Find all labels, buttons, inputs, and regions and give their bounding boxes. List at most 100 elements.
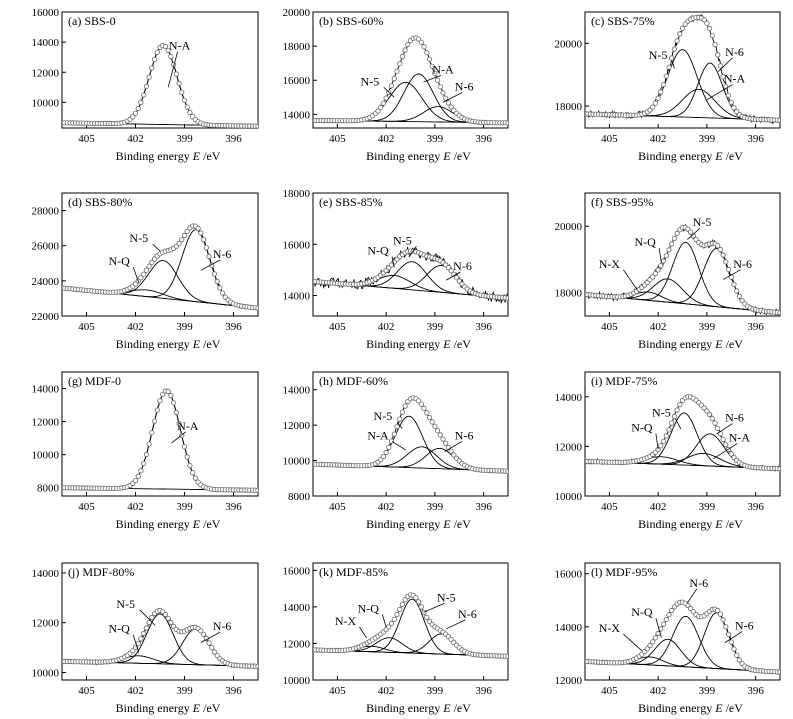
component-peak-n-a xyxy=(62,390,258,491)
x-tick-label: 405 xyxy=(601,501,618,513)
fit-envelope-point xyxy=(674,407,680,413)
fit-envelope-point xyxy=(451,452,457,458)
peak-label: N-Q xyxy=(109,622,131,636)
peak-label: N-A xyxy=(432,62,454,76)
x-tick-label: 402 xyxy=(127,685,144,697)
peak-label: N-5 xyxy=(361,74,380,88)
fit-envelope-point xyxy=(391,431,397,437)
fit-envelope-point xyxy=(176,80,182,87)
peak-label: N-6 xyxy=(733,257,752,271)
leader-line xyxy=(623,269,638,290)
fit-envelope-point xyxy=(728,99,734,105)
peak-label: N-5 xyxy=(116,597,135,611)
fit-envelope-point xyxy=(132,477,139,484)
y-tick-label: 20000 xyxy=(555,38,583,50)
fit-envelope-point xyxy=(146,263,152,269)
fit-envelope-point xyxy=(413,595,419,601)
component-peak-n-6 xyxy=(62,229,258,309)
peak-label: N-6 xyxy=(735,618,754,632)
leader-line xyxy=(408,246,417,258)
fit-envelope-point xyxy=(715,52,721,58)
fit-envelope-point xyxy=(720,617,726,623)
y-tick-label: 10000 xyxy=(32,97,60,109)
fit-envelope-point xyxy=(421,405,427,411)
fit-envelope-point xyxy=(184,104,190,110)
fit-envelope-point xyxy=(715,243,721,249)
raw-spectrum-line xyxy=(585,14,780,124)
fit-envelope-point xyxy=(731,281,737,287)
peak-label: N-6 xyxy=(689,576,708,590)
leader-line xyxy=(423,75,442,83)
fit-envelope-point xyxy=(453,275,460,281)
x-tick-label: 399 xyxy=(427,501,444,513)
plot-frame xyxy=(584,562,781,681)
y-tick-label: 14000 xyxy=(555,622,583,634)
x-tick-label: 405 xyxy=(78,133,95,145)
raw-spectrum-line xyxy=(62,44,258,128)
plot-area xyxy=(313,246,508,304)
fit-envelope-point xyxy=(666,427,672,433)
fit-envelope-point xyxy=(777,310,780,316)
x-axis-label: Binding energy E /eV xyxy=(116,701,221,715)
plot-frame xyxy=(61,562,259,681)
raw-spectrum-line xyxy=(62,223,258,311)
fit-envelope-point xyxy=(168,392,174,399)
fit-envelope-point xyxy=(143,267,149,273)
fit-envelope-point xyxy=(162,611,168,618)
fit-envelope-point xyxy=(415,398,422,404)
fit-envelope-point xyxy=(660,258,667,264)
leader-line xyxy=(671,60,675,69)
fit-envelope-point xyxy=(255,663,258,669)
x-tick-label: 405 xyxy=(329,501,346,513)
fit-envelope-point xyxy=(704,20,710,26)
plot-frame xyxy=(312,192,509,317)
x-tick-label: 396 xyxy=(747,501,764,513)
fit-envelope-point xyxy=(655,267,661,273)
y-tick-label: 18000 xyxy=(283,188,311,200)
leader-line xyxy=(442,92,463,103)
fit-envelope-point xyxy=(402,403,408,409)
fit-envelope-point xyxy=(728,639,734,645)
leader-line xyxy=(391,440,406,451)
fit-envelope-point xyxy=(198,230,204,236)
plot-frame xyxy=(61,11,259,129)
fit-envelope-point xyxy=(418,401,424,407)
y-tick-label: 14000 xyxy=(32,384,60,396)
leader-line xyxy=(171,431,187,444)
fit-envelope-point xyxy=(650,639,656,645)
leader-line xyxy=(383,87,395,98)
y-tick-label: 18000 xyxy=(283,41,311,53)
fit-envelope-point xyxy=(135,105,141,112)
x-tick-label: 396 xyxy=(225,321,242,333)
leader-line xyxy=(423,603,445,613)
fit-envelope-point xyxy=(658,263,664,269)
leader-line xyxy=(167,51,178,88)
fit-envelope-point xyxy=(669,241,675,247)
fit-envelope-point xyxy=(421,44,427,50)
fit-envelope-point xyxy=(206,640,212,646)
y-tick-label: 26000 xyxy=(32,241,60,253)
fit-envelope-point xyxy=(709,415,715,422)
fit-envelope-point xyxy=(704,408,710,414)
leader-line xyxy=(655,433,659,449)
x-tick-label: 402 xyxy=(650,501,667,513)
fit-envelope-point xyxy=(173,71,179,77)
plot-area xyxy=(313,35,508,126)
x-tick-label: 402 xyxy=(378,133,395,145)
fit-envelope-point xyxy=(130,647,136,654)
fit-envelope-point xyxy=(505,295,508,301)
fit-envelope-point xyxy=(426,414,433,420)
fit-envelope-point xyxy=(440,90,446,96)
peak-label: N-6 xyxy=(458,607,477,621)
peak-label: N-A xyxy=(169,39,191,53)
x-tick-label: 402 xyxy=(127,133,144,145)
fit-envelope-point xyxy=(424,410,430,416)
plot-frame xyxy=(61,192,259,317)
fit-envelope-point xyxy=(388,620,395,627)
plot-frame xyxy=(312,11,509,129)
fit-envelope-point xyxy=(717,63,724,69)
fit-envelope-point xyxy=(669,420,675,426)
fit-envelope-point xyxy=(679,25,686,31)
panel-label: (g) MDF-0 xyxy=(68,374,121,388)
raw-spectrum-line xyxy=(62,607,258,669)
